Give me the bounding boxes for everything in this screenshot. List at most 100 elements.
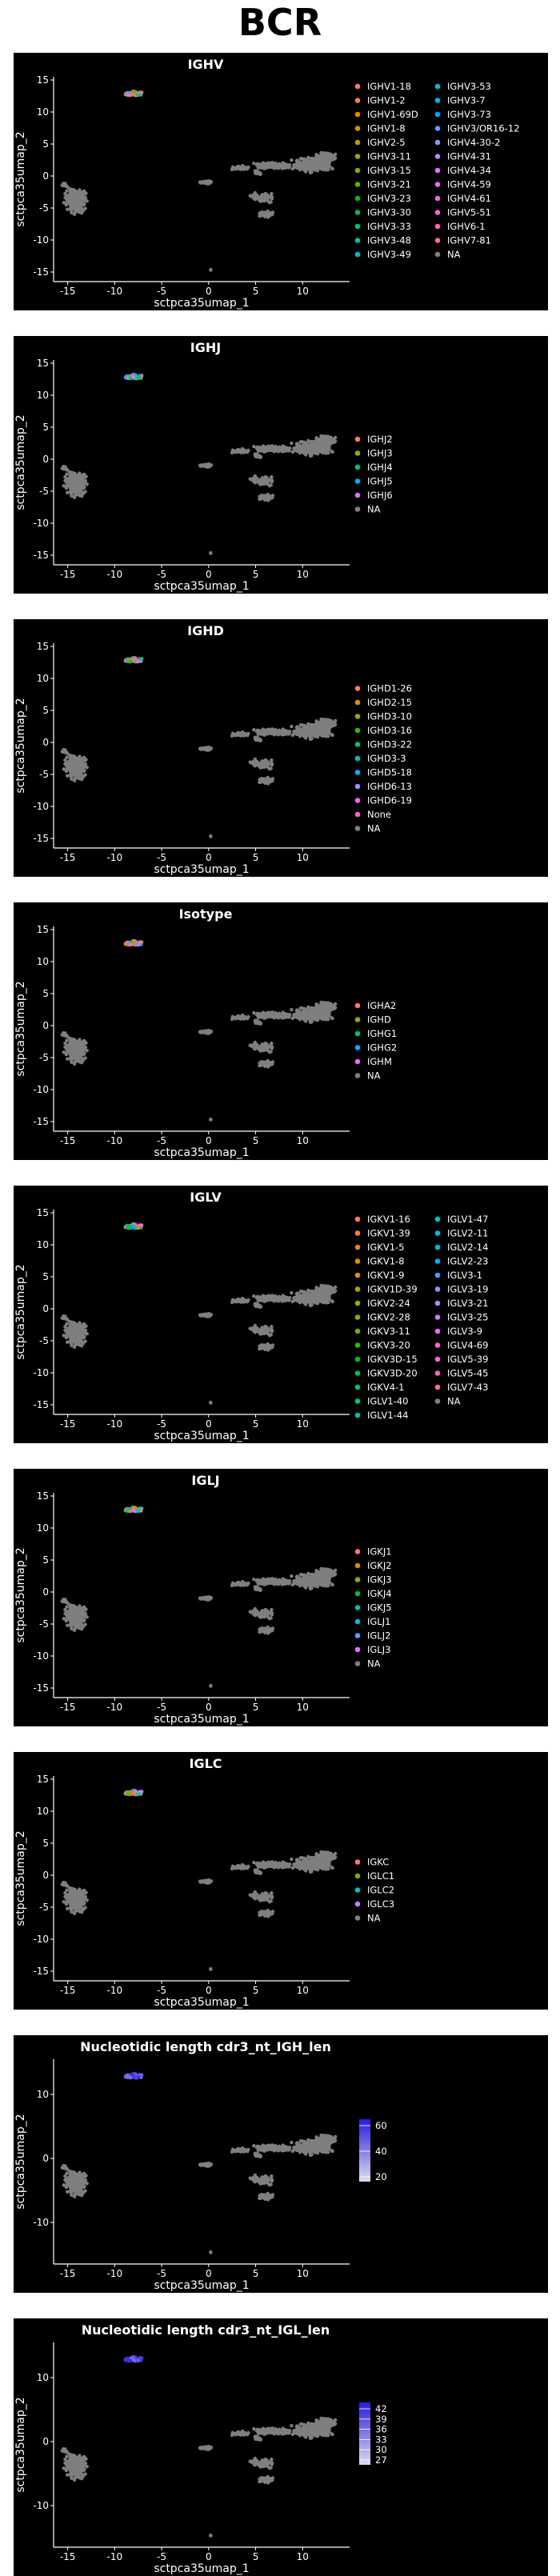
cell-point — [270, 779, 273, 782]
cell-point — [83, 773, 86, 776]
cell-point — [312, 161, 315, 164]
cell-point — [259, 498, 262, 501]
cell-point — [270, 194, 273, 197]
y-tick-label: 5 — [42, 1271, 49, 1282]
cell-point — [306, 1015, 310, 1018]
x-tick-label: 5 — [253, 1418, 259, 1430]
legend-label: IGHD5-18 — [367, 767, 412, 778]
y-tick-label: 0 — [42, 1303, 49, 1314]
legend-label: IGHV3-73 — [447, 109, 491, 120]
cell-point — [240, 1015, 243, 1018]
legend-label: IGHD1-26 — [367, 683, 412, 694]
cell-point — [274, 728, 277, 731]
cell-point — [73, 1062, 76, 1066]
cell-point — [316, 169, 319, 172]
legend-swatch — [355, 1045, 361, 1050]
cell-point — [249, 760, 252, 763]
cell-point — [306, 156, 310, 159]
cell-point — [70, 480, 74, 483]
cell-point — [249, 1326, 252, 1330]
cell-point — [249, 477, 252, 480]
cell-point — [80, 477, 83, 480]
legend-label: IGHV3-23 — [367, 193, 411, 204]
points — [61, 373, 338, 555]
cell-point — [257, 1015, 260, 1018]
cell-point — [65, 190, 68, 193]
legend-swatch — [355, 154, 361, 159]
legend-swatch — [435, 210, 441, 215]
legend-swatch — [355, 1003, 361, 1009]
cell-point — [320, 153, 323, 156]
cell-point — [80, 760, 83, 763]
legend-swatch — [355, 224, 361, 230]
legend-swatch — [355, 98, 361, 103]
legend-label: IGHV3-15 — [367, 165, 411, 176]
legend-swatch — [435, 224, 441, 230]
cell-point — [263, 164, 266, 167]
legend-swatch — [355, 168, 361, 174]
legend-swatch — [435, 196, 441, 202]
legend-label: IGHG1 — [367, 1028, 397, 1039]
legend-swatch — [355, 112, 361, 118]
y-tick-label: 15 — [37, 924, 49, 935]
cell-point — [75, 480, 78, 483]
cell-point — [231, 166, 234, 169]
cell-point — [78, 1060, 81, 1063]
cell-point — [284, 448, 287, 451]
legend-swatch — [435, 98, 441, 103]
cell-point — [324, 1006, 327, 1009]
cell-point — [295, 158, 298, 162]
b-cell-point — [132, 658, 136, 662]
cell-point — [266, 1063, 269, 1066]
cell-point — [292, 730, 295, 734]
cell-point — [318, 441, 322, 444]
cell-point — [231, 449, 234, 452]
legend-swatch — [355, 700, 361, 706]
cell-point — [296, 163, 299, 166]
cell-point — [290, 1008, 293, 1011]
cell-point — [65, 756, 68, 759]
page-title: BCR — [0, 0, 560, 45]
cell-point — [306, 166, 310, 169]
cell-point — [78, 777, 81, 780]
cell-point — [324, 722, 327, 726]
cell-point — [316, 1018, 319, 1022]
y-tick-label: 5 — [42, 705, 49, 716]
y-axis-label: sctpca35umap_2 — [14, 414, 27, 510]
legend-swatch — [355, 182, 361, 187]
cell-point — [66, 1057, 69, 1060]
cell-point — [309, 738, 312, 741]
x-tick-label: -15 — [60, 286, 76, 297]
cell-point — [65, 486, 68, 490]
cell-point — [316, 1015, 319, 1018]
cell-point — [252, 728, 255, 731]
cell-point — [268, 1334, 271, 1337]
cell-point — [203, 1314, 206, 1317]
cell-point — [306, 722, 310, 726]
cell-point — [263, 447, 266, 450]
legend-label: IGHV5-51 — [447, 207, 491, 218]
legend-label: IGHV4-61 — [447, 193, 491, 204]
legend-label: IGHV3-49 — [367, 249, 411, 260]
legend-label: IGHV3-53 — [447, 81, 491, 92]
cell-point — [72, 1338, 75, 1341]
x-tick-label: -5 — [157, 1418, 166, 1430]
y-tick-label: -10 — [33, 1084, 49, 1095]
y-tick-label: -5 — [39, 486, 49, 497]
cell-point — [320, 1002, 323, 1006]
cell-point — [84, 1041, 87, 1044]
x-tick-label: -15 — [60, 1135, 76, 1146]
cell-point — [268, 484, 271, 487]
cell-point — [75, 197, 78, 200]
cell-point — [80, 194, 83, 197]
x-tick-label: 10 — [297, 1135, 309, 1146]
b-cell-point — [137, 942, 141, 946]
cell-point — [263, 1014, 266, 1017]
x-tick-label: -10 — [107, 569, 123, 580]
cell-point — [270, 496, 273, 499]
cell-point — [84, 1324, 87, 1327]
cell-point — [268, 201, 271, 204]
